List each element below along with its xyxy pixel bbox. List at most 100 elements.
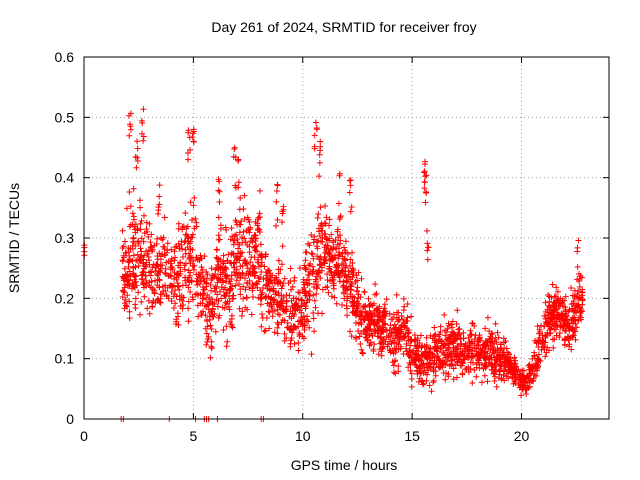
data-point	[400, 350, 407, 357]
data-point	[217, 288, 224, 295]
data-point	[236, 257, 243, 264]
data-point	[382, 326, 389, 333]
data-point	[252, 243, 259, 250]
data-point	[352, 279, 359, 286]
data-point	[572, 320, 579, 327]
peak-point	[312, 119, 319, 126]
data-point	[441, 342, 448, 349]
data-point	[279, 306, 286, 313]
data-point	[280, 280, 287, 287]
data-point	[479, 352, 486, 359]
data-point	[379, 316, 386, 323]
data-point	[390, 311, 397, 318]
data-point	[448, 333, 455, 340]
data-point	[204, 301, 211, 308]
data-point	[432, 331, 439, 338]
data-point	[303, 266, 310, 273]
data-point	[146, 310, 153, 317]
data-point	[177, 259, 184, 266]
peak-point	[156, 193, 163, 200]
data-point	[458, 351, 465, 358]
data-point	[159, 251, 166, 258]
data-point	[568, 346, 575, 353]
data-point	[275, 257, 282, 264]
data-point	[361, 288, 368, 295]
data-point	[120, 252, 127, 259]
data-point	[289, 283, 296, 290]
data-point	[338, 261, 345, 268]
data-point	[306, 296, 313, 303]
data-point	[567, 284, 574, 291]
data-point	[135, 289, 142, 296]
data-point	[408, 313, 415, 320]
data-point	[511, 354, 518, 361]
data-point	[129, 242, 136, 249]
data-point	[481, 355, 488, 362]
data-point	[121, 289, 128, 296]
data-point	[127, 246, 134, 253]
data-point	[283, 335, 290, 342]
data-point	[230, 241, 237, 248]
data-point	[383, 333, 390, 340]
data-point	[298, 303, 305, 310]
peak-point	[347, 182, 354, 189]
data-point	[391, 335, 398, 342]
data-point	[429, 351, 436, 358]
data-point	[121, 281, 128, 288]
data-point	[344, 312, 351, 319]
data-point	[266, 309, 273, 316]
data-point	[161, 244, 168, 251]
data-point	[489, 331, 496, 338]
data-point	[529, 355, 536, 362]
data-point	[233, 277, 240, 284]
data-point	[432, 343, 439, 350]
peak-point	[421, 168, 428, 175]
peak-point	[347, 208, 354, 215]
data-point	[307, 260, 314, 267]
data-point	[244, 261, 251, 268]
peak-point	[235, 156, 242, 163]
data-point	[135, 262, 142, 269]
data-point	[333, 300, 340, 307]
data-point	[240, 295, 247, 302]
data-point	[130, 213, 137, 220]
data-point	[526, 383, 533, 390]
data-point	[492, 373, 499, 380]
x-tick-label: 10	[295, 428, 311, 444]
data-point	[395, 363, 402, 370]
data-point	[486, 336, 493, 343]
data-point	[322, 220, 329, 227]
data-point	[143, 226, 150, 233]
data-point	[222, 224, 229, 231]
data-point	[186, 255, 193, 262]
data-point	[207, 354, 214, 361]
data-point	[296, 331, 303, 338]
data-point	[136, 197, 143, 204]
data-point	[228, 225, 235, 232]
data-point	[173, 318, 180, 325]
data-point	[279, 261, 286, 268]
data-point	[129, 221, 136, 228]
data-point	[507, 369, 514, 376]
x-tick-label: 0	[80, 428, 88, 444]
data-point	[229, 233, 236, 240]
data-point	[426, 349, 433, 356]
data-point	[457, 341, 464, 348]
peak-point	[216, 188, 223, 195]
x-tick-label: 15	[404, 428, 420, 444]
data-point	[538, 322, 545, 329]
data-point	[179, 298, 186, 305]
data-point	[173, 276, 180, 283]
data-point	[301, 300, 308, 307]
data-point	[357, 319, 364, 326]
peak-point	[185, 127, 192, 134]
data-point	[280, 294, 287, 300]
data-point	[202, 325, 209, 332]
data-point	[120, 277, 127, 284]
data-point	[213, 296, 220, 303]
data-point	[317, 222, 324, 229]
data-point	[373, 290, 380, 297]
data-point	[126, 257, 133, 264]
data-point	[130, 185, 137, 192]
data-point	[343, 305, 350, 312]
